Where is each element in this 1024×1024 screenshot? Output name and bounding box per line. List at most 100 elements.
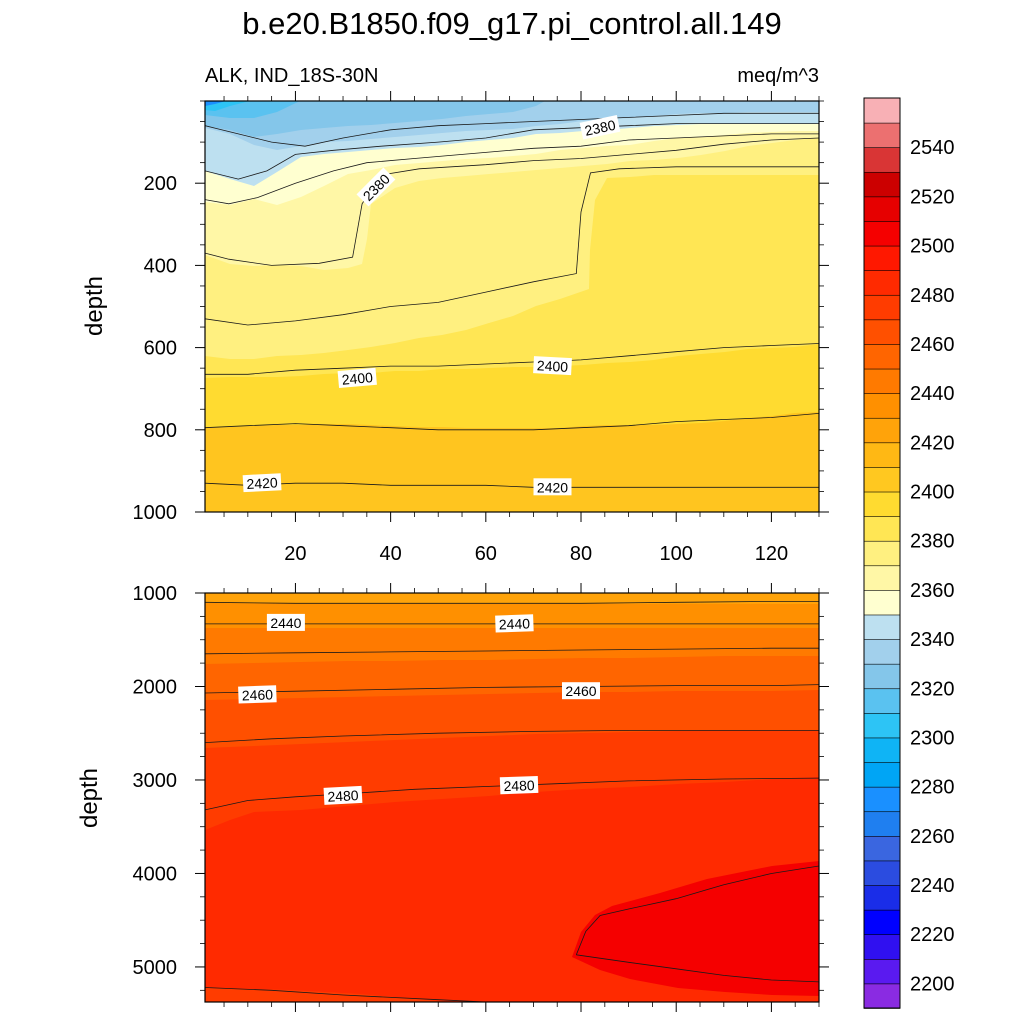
colorbar-segment (863, 368, 901, 394)
contour-line-2500 (576, 954, 819, 983)
colorbar-segment (863, 442, 901, 468)
upper-contour-lines (205, 112, 819, 488)
lower-axes: 1000 2000 3000 4000 5000 (133, 583, 829, 1012)
contour-label-box (499, 775, 539, 795)
colorbar-segment (863, 835, 901, 862)
contour-line-2460 (205, 647, 819, 655)
colorbar-segment (863, 860, 901, 886)
y-tick-label: 4000 (133, 863, 178, 885)
colorbar-segment (863, 810, 901, 837)
colorbar-segment (863, 294, 901, 321)
colorbar-label: 2360 (910, 580, 955, 602)
lower-panel-frame (204, 592, 820, 1003)
contour-label-2460: 2460 (238, 685, 277, 704)
lower-y-axis-label: depth (76, 768, 103, 828)
contour-label-text: 2380 (583, 117, 617, 139)
contour-label-text: 2460 (242, 686, 274, 703)
colorbar-label: 2340 (910, 629, 955, 651)
colorbar-frame (863, 97, 901, 1009)
chart-title: b.e20.B1850.f09_g17.pi_control.all.149 (242, 6, 782, 41)
colorbar-segment (863, 343, 901, 370)
upper-fill-2280 (205, 101, 226, 106)
contour-line-2370 (205, 133, 819, 205)
colorbar-label: 2520 (910, 186, 955, 208)
contour-label-2420: 2420 (533, 478, 572, 496)
contour-label-text: 2440 (270, 615, 301, 631)
colorbar-segment (863, 737, 901, 763)
colorbar-segment (863, 983, 901, 1009)
colorbar-label: 2460 (910, 334, 955, 356)
lower-contour-lines (205, 601, 819, 1002)
contour-label-text: 2400 (341, 369, 374, 388)
contour-label-2480: 2480 (323, 785, 363, 805)
colorbar-segment (863, 958, 901, 985)
colorbar-segment (863, 97, 901, 124)
colorbar-segment (863, 761, 901, 788)
colorbar-segment (863, 909, 901, 936)
colorbar-segment (863, 146, 901, 173)
colorbar-label: 2540 (910, 137, 955, 159)
y-tick-label: 800 (144, 420, 177, 442)
contour-line-2390 (205, 166, 819, 326)
colorbar-label: 2220 (910, 924, 955, 946)
lower-fill-2500 (572, 861, 819, 996)
contour-label-text: 2440 (499, 615, 531, 632)
colorbar-segment (863, 933, 901, 960)
colorbar-segment (863, 122, 901, 148)
x-tick-label: 80 (570, 543, 592, 565)
y-tick-label: 3000 (133, 770, 178, 792)
contour-label-text: 2400 (537, 357, 569, 375)
contour-label-box (533, 478, 572, 496)
contour-line-2480 (205, 730, 819, 743)
upper-fill-2340 (205, 101, 545, 137)
contour-label-2400: 2400 (533, 356, 572, 376)
y-tick-label: 1000 (133, 583, 178, 605)
x-tick-label: 120 (755, 543, 788, 565)
contour-label-box (533, 356, 572, 376)
contour-label-box (337, 367, 377, 389)
contour-line-2420 (205, 482, 819, 488)
y-tick-label: 5000 (133, 957, 178, 979)
contour-line-2490 (205, 777, 819, 811)
contour-line-2470 (205, 684, 819, 694)
contour-label-box (323, 785, 363, 805)
contour-label-box (266, 613, 305, 631)
contour-line-2500 (575, 865, 819, 955)
colorbar-segment (863, 269, 901, 296)
colorbar-label: 2420 (910, 432, 955, 454)
contour-line-2380 (205, 137, 819, 266)
colorbar-label: 2280 (910, 777, 955, 799)
colorbar-segment (863, 589, 901, 616)
colorbar-segment (863, 884, 901, 911)
upper-y-axis-label: depth (81, 276, 108, 336)
contour-label-2420: 2420 (242, 473, 282, 493)
colorbar-segment (863, 417, 901, 444)
left-subtitle: ALK, IND_18S-30N (205, 65, 378, 87)
colorbar-segment (863, 491, 901, 517)
right-subtitle: meq/m^3 (737, 65, 819, 87)
contour-line-2440 (205, 601, 819, 604)
contour-label-2460: 2460 (562, 682, 600, 700)
colorbar-segment (863, 245, 901, 271)
x-tick-label: 100 (660, 543, 693, 565)
contour-label-text: 2480 (503, 777, 535, 794)
colorbar: 2200 2220 2240 2260 2280 2300 2320 2340 2360 2380… (863, 97, 955, 1009)
lower-fill-bottom (205, 988, 450, 1002)
colorbar-segment (863, 171, 901, 198)
colorbar-segment (863, 687, 901, 714)
contour-label-box (238, 685, 277, 704)
colorbar-label: 2260 (910, 826, 955, 848)
colorbar-segment (863, 515, 901, 542)
contour-label-2440: 2440 (495, 614, 534, 633)
y-tick-label: 600 (144, 338, 177, 360)
lower-fill-2430 (205, 593, 819, 604)
colorbar-label: 2240 (910, 875, 955, 897)
contour-label-2400: 2400 (337, 367, 377, 389)
contour-line-2410 (205, 413, 819, 431)
colorbar-segment (863, 220, 901, 247)
colorbar-segment (863, 638, 901, 665)
colorbar-segment (863, 392, 901, 419)
colorbar-label: 2440 (910, 383, 955, 405)
